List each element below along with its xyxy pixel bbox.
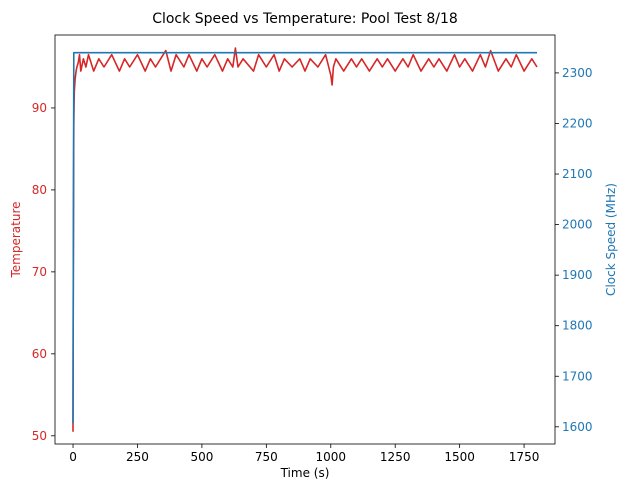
plot-frame (54, 34, 556, 445)
x-axis-ticks: 0 250 500 750 1000 1250 1500 1750 (69, 444, 539, 464)
left-axis-label: Temperature (9, 201, 23, 278)
left-y-tick-label: 90 (32, 101, 47, 115)
left-y-tick-label: 60 (32, 347, 47, 361)
plot-area (55, 35, 555, 444)
right-axis-label: Clock Speed (MHz) (604, 183, 618, 296)
right-y-tick-label: 2100 (562, 167, 593, 181)
right-y-tick-label: 1600 (562, 420, 593, 434)
x-tick-label: 1500 (444, 450, 475, 464)
x-tick-label: 250 (126, 450, 149, 464)
x-axis-label: Time (s) (280, 466, 330, 480)
right-y-tick-label: 2000 (562, 218, 593, 232)
chart-title: Clock Speed vs Temperature: Pool Test 8/… (152, 11, 458, 27)
right-y-tick-label: 1900 (562, 268, 593, 282)
x-tick-label: 1250 (380, 450, 411, 464)
clock-speed-series-line (72, 51, 537, 424)
right-y-tick-label: 2200 (562, 116, 593, 130)
temperature-series-line (72, 47, 538, 432)
x-tick-label: 1000 (315, 450, 346, 464)
left-y-tick-label: 80 (32, 183, 47, 197)
left-y-tick-label: 50 (32, 429, 47, 443)
right-y-tick-label: 2300 (562, 66, 593, 80)
x-tick-label: 500 (190, 450, 213, 464)
left-axis-ticks: 50 60 70 80 90 (32, 101, 55, 443)
series-layer (72, 47, 538, 432)
x-tick-label: 750 (255, 450, 278, 464)
right-axis-ticks: 1600 1700 1800 1900 2000 2100 2200 2300 (555, 66, 593, 434)
left-y-tick-label: 70 (32, 265, 47, 279)
x-tick-label: 1750 (509, 450, 540, 464)
right-y-tick-label: 1800 (562, 319, 593, 333)
right-y-tick-label: 1700 (562, 369, 593, 383)
x-tick-label: 0 (69, 450, 77, 464)
